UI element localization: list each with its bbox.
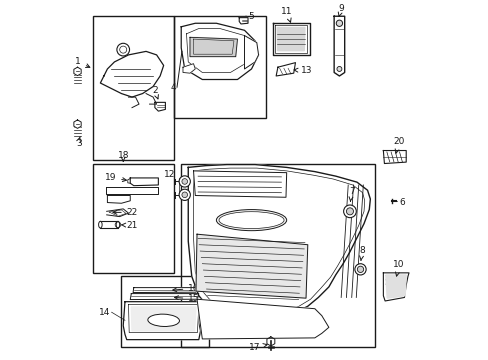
Polygon shape xyxy=(133,288,197,293)
Text: 15: 15 xyxy=(174,294,199,303)
Bar xyxy=(93,164,174,273)
Polygon shape xyxy=(128,305,200,333)
Bar xyxy=(174,16,265,118)
Polygon shape xyxy=(131,307,196,331)
Bar xyxy=(93,16,174,160)
Text: 7: 7 xyxy=(348,186,354,201)
Text: 17: 17 xyxy=(248,343,266,352)
Ellipse shape xyxy=(116,221,120,228)
Polygon shape xyxy=(123,302,203,339)
Text: 6: 6 xyxy=(398,198,404,207)
Polygon shape xyxy=(105,188,158,194)
Polygon shape xyxy=(383,150,406,163)
Circle shape xyxy=(179,176,190,187)
Circle shape xyxy=(117,43,129,56)
Bar xyxy=(181,164,374,347)
Text: 20: 20 xyxy=(393,137,404,153)
Polygon shape xyxy=(276,63,295,76)
Polygon shape xyxy=(74,120,81,129)
Polygon shape xyxy=(107,195,130,203)
Polygon shape xyxy=(130,294,199,300)
Polygon shape xyxy=(100,51,163,97)
Polygon shape xyxy=(239,18,247,24)
Polygon shape xyxy=(188,165,369,319)
Ellipse shape xyxy=(216,210,286,231)
Text: 22: 22 xyxy=(113,208,138,217)
Polygon shape xyxy=(333,16,344,76)
Circle shape xyxy=(179,189,190,201)
Text: 18: 18 xyxy=(117,150,129,159)
Text: 16: 16 xyxy=(172,284,199,293)
Ellipse shape xyxy=(99,221,102,228)
Text: 4: 4 xyxy=(170,83,176,92)
Polygon shape xyxy=(197,299,328,339)
Polygon shape xyxy=(244,36,258,69)
Text: 10: 10 xyxy=(393,260,404,276)
Polygon shape xyxy=(106,209,128,217)
Circle shape xyxy=(343,205,356,218)
Text: 1: 1 xyxy=(75,58,90,67)
Circle shape xyxy=(354,264,366,275)
Polygon shape xyxy=(190,37,237,57)
Bar xyxy=(121,276,209,347)
Polygon shape xyxy=(277,27,305,51)
Circle shape xyxy=(336,67,341,71)
Polygon shape xyxy=(196,234,307,298)
Polygon shape xyxy=(181,23,258,80)
Text: 3: 3 xyxy=(76,139,82,148)
Circle shape xyxy=(336,20,342,26)
Polygon shape xyxy=(183,64,195,73)
Text: 19: 19 xyxy=(104,174,126,183)
Text: 13: 13 xyxy=(293,66,312,75)
Circle shape xyxy=(182,179,187,184)
Polygon shape xyxy=(383,273,408,301)
Polygon shape xyxy=(272,23,309,55)
Text: 14: 14 xyxy=(99,308,110,317)
Polygon shape xyxy=(130,178,158,186)
Polygon shape xyxy=(385,275,406,298)
Circle shape xyxy=(182,192,187,198)
Ellipse shape xyxy=(147,314,179,327)
Polygon shape xyxy=(74,67,81,76)
Text: 8: 8 xyxy=(359,246,365,260)
Text: 21: 21 xyxy=(121,221,138,230)
Polygon shape xyxy=(193,171,286,197)
Polygon shape xyxy=(155,102,165,111)
Circle shape xyxy=(346,208,353,215)
Ellipse shape xyxy=(219,212,284,229)
Circle shape xyxy=(357,266,363,273)
Text: 2: 2 xyxy=(152,86,158,99)
Polygon shape xyxy=(266,337,274,346)
Text: 9: 9 xyxy=(338,4,344,17)
Text: 11: 11 xyxy=(281,6,292,22)
Text: 5: 5 xyxy=(242,13,253,22)
Text: 12: 12 xyxy=(163,170,175,179)
Polygon shape xyxy=(100,221,118,228)
